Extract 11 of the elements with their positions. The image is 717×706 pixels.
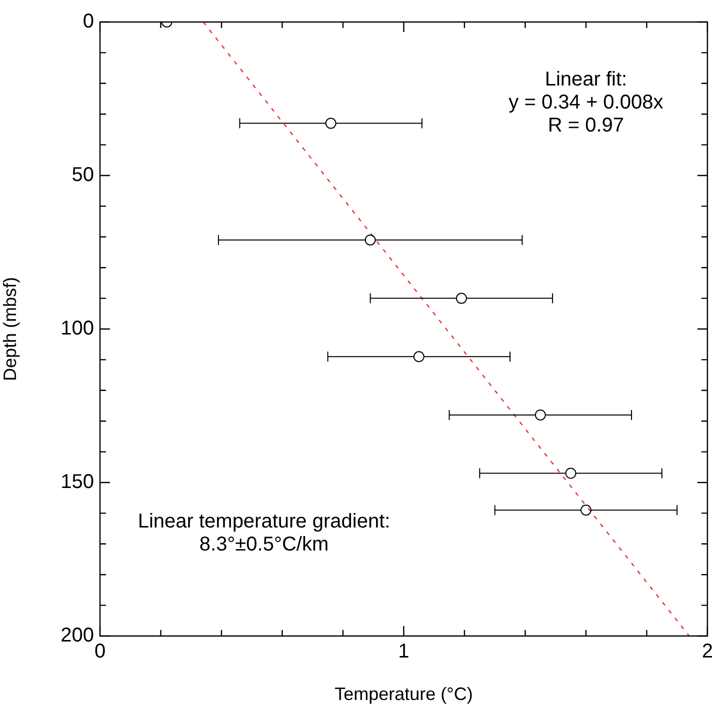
y-tick-label: 200 (60, 624, 94, 647)
x-tick-label: 1 (398, 640, 410, 663)
y-tick-label: 150 (60, 471, 94, 494)
y-axis-title: Depth (mbsf) (0, 276, 20, 382)
annotation: Linear fit: y = 0.34 + 0.008x R = 0.97 (508, 68, 664, 137)
annotation: Linear temperature gradient: 8.3°±0.5°C/km (138, 510, 390, 556)
x-tick-label: 2 (702, 640, 713, 663)
y-tick-label: 0 (82, 10, 94, 33)
x-axis-title: Temperature (°C) (334, 684, 473, 704)
y-tick-label: 100 (60, 318, 94, 340)
y-tick-label: 50 (72, 164, 94, 186)
